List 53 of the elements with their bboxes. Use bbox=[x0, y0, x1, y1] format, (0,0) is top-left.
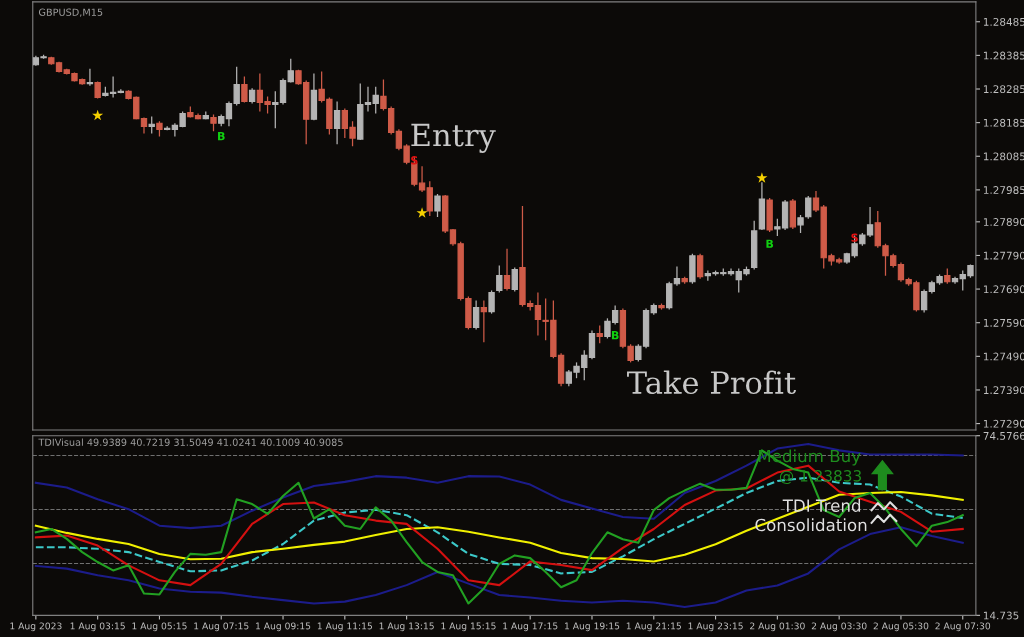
x-tick-label: 1 Aug 13:15 bbox=[379, 622, 434, 632]
candlestick bbox=[472, 299, 480, 331]
x-tick-label: 1 Aug 05:15 bbox=[132, 622, 187, 632]
candlestick bbox=[503, 248, 511, 292]
x-tick-label: 1 Aug 21:15 bbox=[626, 622, 681, 632]
candlestick bbox=[333, 100, 341, 145]
point bbox=[416, 207, 428, 218]
x-tick-label: 1 Aug 11:15 bbox=[317, 622, 373, 632]
line-series bbox=[34, 491, 964, 563]
annotation: Take Profit bbox=[627, 370, 796, 395]
candlestick bbox=[86, 68, 94, 87]
annotation: B bbox=[766, 239, 774, 248]
candlestick bbox=[920, 288, 928, 314]
annotation: B bbox=[218, 132, 225, 141]
annotation: Entry bbox=[411, 123, 496, 153]
y-tick-label: 14.735 bbox=[983, 611, 1019, 620]
x-tick-label: 1 Aug 09:15 bbox=[256, 622, 311, 632]
y-tick-label: 1.28485 bbox=[983, 17, 1024, 26]
y-tick-label: 1.28385 bbox=[983, 51, 1024, 60]
annotation: S bbox=[851, 233, 858, 242]
x-tick-label: 1 Aug 15:15 bbox=[441, 622, 496, 632]
x-tick-label: 1 Aug 2023 bbox=[10, 622, 62, 632]
x-tick-label: 2 Aug 05:30 bbox=[873, 622, 929, 632]
x-tick-label: 1 Aug 17:15 bbox=[503, 622, 558, 632]
candlestick bbox=[241, 75, 248, 104]
line-series bbox=[34, 449, 964, 605]
candlestick bbox=[434, 193, 441, 218]
x-tick-label: 2 Aug 07:30 bbox=[935, 622, 991, 632]
y-tick-label: 1.27985 bbox=[983, 186, 1024, 194]
candlestick bbox=[488, 289, 495, 315]
x-tick-label: 1 Aug 19:15 bbox=[565, 622, 620, 632]
candlestick bbox=[805, 195, 812, 220]
text: GBPUSD,M15 bbox=[38, 8, 103, 17]
line-series bbox=[34, 464, 964, 587]
y-tick-label: 1.28085 bbox=[983, 152, 1024, 161]
point bbox=[756, 172, 768, 183]
x-tick-label: 2 Aug 01:30 bbox=[750, 622, 805, 632]
annotation: Consolidation bbox=[755, 518, 867, 532]
y-tick-label: 1.28285 bbox=[983, 85, 1024, 94]
y-tick-label: 1.28185 bbox=[983, 118, 1024, 127]
annotation: B bbox=[611, 331, 619, 340]
x-tick-label: 1 Aug 07:15 bbox=[194, 622, 249, 632]
candlestick bbox=[511, 266, 518, 293]
x-tick-label: 1 Aug 23:15 bbox=[688, 622, 743, 632]
candlestick bbox=[426, 180, 433, 217]
point bbox=[92, 109, 104, 121]
candlestick bbox=[534, 291, 542, 337]
candlestick bbox=[480, 299, 488, 343]
chart-title: TDIVisual 49.9389 40.7219 31.5049 41.0241 40.1009 40.9085 bbox=[38, 438, 343, 446]
x-tick-label: 2 Aug 03:30 bbox=[811, 622, 867, 632]
candlestick bbox=[496, 264, 503, 294]
candlestick bbox=[696, 253, 704, 280]
x-tick-label: 1 Aug 03:15 bbox=[70, 622, 125, 632]
